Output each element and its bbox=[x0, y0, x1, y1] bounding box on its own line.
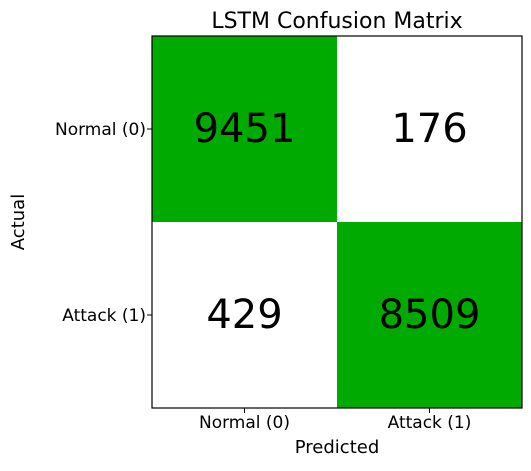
heatmap-cell-r1-c1 bbox=[337, 222, 522, 408]
cell-value-r1-c0: 429 bbox=[206, 292, 282, 338]
y-axis-ticks: Normal (0) Attack (1) bbox=[55, 120, 152, 326]
y-axis-label: Actual bbox=[8, 194, 29, 250]
heatmap-cell-r0-c1 bbox=[337, 36, 522, 222]
heatmap-cell-r0-c0 bbox=[152, 36, 337, 222]
cell-value-r0-c0: 9451 bbox=[194, 106, 296, 152]
heatmap-cells bbox=[152, 36, 522, 408]
y-tick-label-1: Attack (1) bbox=[62, 306, 146, 326]
x-tick-label-1: Attack (1) bbox=[388, 413, 472, 433]
plot-frame bbox=[151, 35, 523, 409]
x-axis-ticks: Normal (0) Attack (1) bbox=[199, 408, 471, 433]
heatmap-cell-r1-c0 bbox=[152, 222, 337, 408]
y-tick-label-0: Normal (0) bbox=[55, 120, 146, 140]
cell-value-labels: 9451 176 429 8509 bbox=[194, 106, 481, 338]
chart-title: LSTM Confusion Matrix bbox=[211, 9, 462, 34]
cell-value-r1-c1: 8509 bbox=[379, 292, 481, 338]
x-axis-label: Predicted bbox=[295, 437, 380, 458]
x-tick-label-0: Normal (0) bbox=[199, 413, 290, 433]
cell-value-r0-c1: 176 bbox=[391, 106, 467, 152]
